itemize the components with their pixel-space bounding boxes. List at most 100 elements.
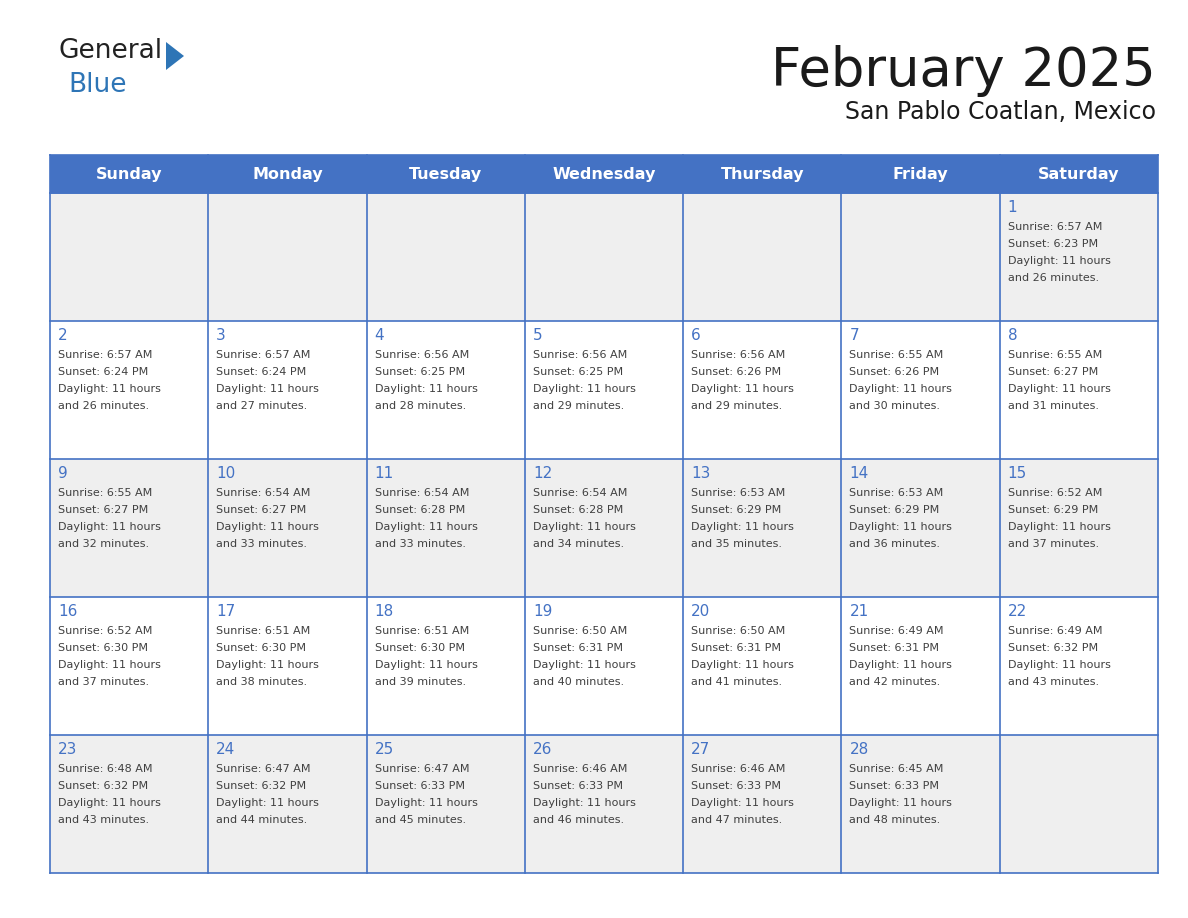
Text: Sunset: 6:27 PM: Sunset: 6:27 PM [58, 505, 148, 515]
Text: and 33 minutes.: and 33 minutes. [216, 539, 308, 549]
Text: and 33 minutes.: and 33 minutes. [374, 539, 466, 549]
Text: 24: 24 [216, 742, 235, 757]
Text: 19: 19 [533, 604, 552, 619]
Text: Sunrise: 6:50 AM: Sunrise: 6:50 AM [691, 626, 785, 636]
Text: 2: 2 [58, 328, 68, 343]
Text: Sunset: 6:28 PM: Sunset: 6:28 PM [374, 505, 465, 515]
Text: Daylight: 11 hours: Daylight: 11 hours [849, 660, 953, 670]
Text: 1: 1 [1007, 200, 1017, 215]
Text: 7: 7 [849, 328, 859, 343]
Text: Daylight: 11 hours: Daylight: 11 hours [691, 522, 794, 532]
Text: Daylight: 11 hours: Daylight: 11 hours [374, 522, 478, 532]
Text: and 32 minutes.: and 32 minutes. [58, 539, 150, 549]
Text: and 36 minutes.: and 36 minutes. [849, 539, 941, 549]
Text: Sunset: 6:30 PM: Sunset: 6:30 PM [58, 643, 148, 653]
Text: Sunset: 6:32 PM: Sunset: 6:32 PM [216, 781, 307, 791]
Text: Sunrise: 6:48 AM: Sunrise: 6:48 AM [58, 764, 152, 774]
Text: 21: 21 [849, 604, 868, 619]
Text: 16: 16 [58, 604, 77, 619]
Text: Sunrise: 6:53 AM: Sunrise: 6:53 AM [849, 488, 943, 498]
Text: 8: 8 [1007, 328, 1017, 343]
Text: Daylight: 11 hours: Daylight: 11 hours [374, 660, 478, 670]
Text: 20: 20 [691, 604, 710, 619]
Text: Sunrise: 6:56 AM: Sunrise: 6:56 AM [691, 350, 785, 360]
Text: Sunrise: 6:45 AM: Sunrise: 6:45 AM [849, 764, 943, 774]
Text: Daylight: 11 hours: Daylight: 11 hours [849, 384, 953, 394]
Text: Daylight: 11 hours: Daylight: 11 hours [533, 798, 636, 808]
Text: Sunset: 6:30 PM: Sunset: 6:30 PM [216, 643, 307, 653]
Text: Thursday: Thursday [721, 166, 804, 182]
Text: Daylight: 11 hours: Daylight: 11 hours [374, 798, 478, 808]
Text: Daylight: 11 hours: Daylight: 11 hours [1007, 522, 1111, 532]
Text: and 30 minutes.: and 30 minutes. [849, 401, 941, 411]
Text: Sunrise: 6:51 AM: Sunrise: 6:51 AM [216, 626, 310, 636]
Text: 5: 5 [533, 328, 543, 343]
Bar [50, 459, 1158, 597]
Text: Daylight: 11 hours: Daylight: 11 hours [691, 660, 794, 670]
Text: Sunrise: 6:55 AM: Sunrise: 6:55 AM [849, 350, 943, 360]
Text: and 26 minutes.: and 26 minutes. [1007, 273, 1099, 283]
Text: Sunset: 6:28 PM: Sunset: 6:28 PM [533, 505, 624, 515]
Text: Sunset: 6:33 PM: Sunset: 6:33 PM [849, 781, 940, 791]
Text: 10: 10 [216, 466, 235, 481]
Text: and 47 minutes.: and 47 minutes. [691, 815, 783, 825]
Text: Sunset: 6:31 PM: Sunset: 6:31 PM [849, 643, 940, 653]
Text: Sunrise: 6:46 AM: Sunrise: 6:46 AM [533, 764, 627, 774]
Bar [50, 321, 1158, 459]
Bar [50, 735, 1158, 873]
Text: Sunrise: 6:57 AM: Sunrise: 6:57 AM [58, 350, 152, 360]
Text: 26: 26 [533, 742, 552, 757]
Text: and 44 minutes.: and 44 minutes. [216, 815, 308, 825]
Bar [50, 597, 1158, 735]
Text: Sunset: 6:24 PM: Sunset: 6:24 PM [58, 367, 148, 377]
Text: February 2025: February 2025 [771, 45, 1156, 97]
Text: Sunrise: 6:47 AM: Sunrise: 6:47 AM [374, 764, 469, 774]
Text: 6: 6 [691, 328, 701, 343]
Text: and 43 minutes.: and 43 minutes. [1007, 677, 1099, 687]
Text: Sunset: 6:32 PM: Sunset: 6:32 PM [58, 781, 148, 791]
Text: Sunset: 6:31 PM: Sunset: 6:31 PM [533, 643, 623, 653]
Text: and 42 minutes.: and 42 minutes. [849, 677, 941, 687]
Text: Daylight: 11 hours: Daylight: 11 hours [216, 522, 320, 532]
Text: and 37 minutes.: and 37 minutes. [58, 677, 150, 687]
Text: and 37 minutes.: and 37 minutes. [1007, 539, 1099, 549]
Text: Daylight: 11 hours: Daylight: 11 hours [58, 798, 160, 808]
Text: Sunset: 6:32 PM: Sunset: 6:32 PM [1007, 643, 1098, 653]
Text: Sunrise: 6:46 AM: Sunrise: 6:46 AM [691, 764, 785, 774]
Text: Friday: Friday [892, 166, 948, 182]
Bar [50, 155, 1158, 193]
Text: and 43 minutes.: and 43 minutes. [58, 815, 150, 825]
Text: Sunset: 6:30 PM: Sunset: 6:30 PM [374, 643, 465, 653]
Text: and 35 minutes.: and 35 minutes. [691, 539, 782, 549]
Text: Sunrise: 6:49 AM: Sunrise: 6:49 AM [1007, 626, 1102, 636]
Text: Sunset: 6:29 PM: Sunset: 6:29 PM [691, 505, 782, 515]
Text: 18: 18 [374, 604, 393, 619]
Text: Sunset: 6:26 PM: Sunset: 6:26 PM [691, 367, 782, 377]
Text: Daylight: 11 hours: Daylight: 11 hours [533, 660, 636, 670]
Text: Sunset: 6:29 PM: Sunset: 6:29 PM [1007, 505, 1098, 515]
Text: Sunset: 6:27 PM: Sunset: 6:27 PM [216, 505, 307, 515]
Text: General: General [58, 38, 162, 64]
Text: Monday: Monday [252, 166, 323, 182]
Text: and 27 minutes.: and 27 minutes. [216, 401, 308, 411]
Text: Daylight: 11 hours: Daylight: 11 hours [691, 384, 794, 394]
Text: Sunset: 6:26 PM: Sunset: 6:26 PM [849, 367, 940, 377]
Text: Sunrise: 6:54 AM: Sunrise: 6:54 AM [533, 488, 627, 498]
Text: Sunrise: 6:57 AM: Sunrise: 6:57 AM [216, 350, 310, 360]
Text: 27: 27 [691, 742, 710, 757]
Text: and 45 minutes.: and 45 minutes. [374, 815, 466, 825]
Text: Sunrise: 6:54 AM: Sunrise: 6:54 AM [374, 488, 469, 498]
Text: Sunset: 6:27 PM: Sunset: 6:27 PM [1007, 367, 1098, 377]
Text: and 26 minutes.: and 26 minutes. [58, 401, 150, 411]
Text: Sunrise: 6:55 AM: Sunrise: 6:55 AM [1007, 350, 1102, 360]
Text: and 29 minutes.: and 29 minutes. [533, 401, 624, 411]
Polygon shape [166, 42, 184, 70]
Text: Daylight: 11 hours: Daylight: 11 hours [58, 660, 160, 670]
Text: 23: 23 [58, 742, 77, 757]
Text: 25: 25 [374, 742, 393, 757]
Text: Sunset: 6:31 PM: Sunset: 6:31 PM [691, 643, 782, 653]
Text: Daylight: 11 hours: Daylight: 11 hours [1007, 660, 1111, 670]
Text: Daylight: 11 hours: Daylight: 11 hours [849, 522, 953, 532]
Text: 12: 12 [533, 466, 552, 481]
Text: Sunday: Sunday [96, 166, 163, 182]
